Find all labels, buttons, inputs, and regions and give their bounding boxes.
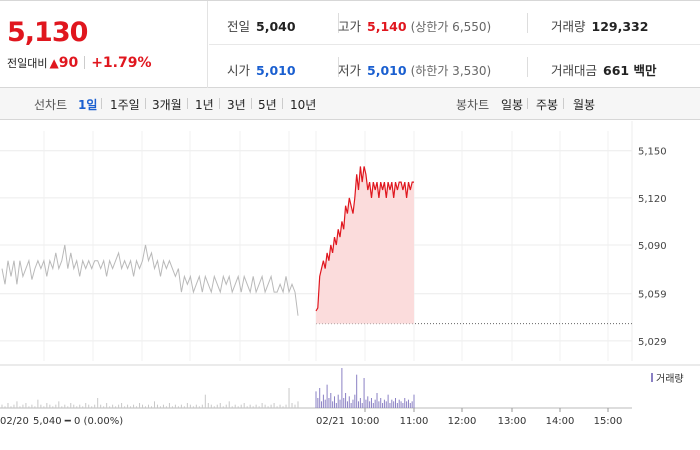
high-label: 고가 — [338, 19, 362, 34]
current-price: 5,130 — [7, 17, 88, 48]
open-item: 시가 5,010 — [227, 60, 296, 79]
low-item: 저가 5,010 (하한가 3,530) — [338, 60, 491, 79]
divider — [145, 98, 146, 109]
open-value: 5,010 — [256, 63, 296, 78]
volume-value: 129,332 — [591, 19, 649, 34]
trade-value-item: 거래대금 661 백만 — [551, 60, 656, 79]
divider — [527, 57, 528, 77]
divider — [563, 98, 564, 109]
up-triangle-icon: ▲ — [49, 56, 59, 70]
price-chart[interactable]: 5,150 5,120 5,090 5,059 5,029 거래량 02/20 5,040 ━… — [0, 121, 700, 450]
divider — [527, 13, 528, 33]
time-tick-label: 11:00 — [400, 416, 429, 427]
axis-labels: 5,150 5,120 5,090 5,059 5,029 거래량 02/20 5,040 ━… — [0, 147, 684, 427]
period-3m[interactable]: 3개월 — [152, 98, 182, 112]
divider — [187, 98, 188, 109]
divider — [84, 56, 86, 69]
change-percent: +1.79% — [91, 55, 152, 71]
period-10y[interactable]: 10년 — [290, 98, 317, 112]
volume-legend-swatch — [651, 373, 653, 382]
prev-close-item: 전일 5,040 — [227, 16, 296, 35]
low-label: 저가 — [338, 63, 362, 78]
price-box: 5,130 전일대비 ▲90 +1.79% — [0, 1, 208, 88]
time-tick-label: 14:00 — [546, 416, 575, 427]
prev-day-label: 02/20 — [0, 416, 29, 427]
today-label: 02/21 — [316, 416, 345, 427]
candle-chart-label: 봉차트 — [456, 98, 490, 112]
divider — [251, 98, 252, 109]
y-tick-label: 5,150 — [638, 147, 667, 158]
divider — [101, 98, 102, 109]
price-lines — [1, 166, 414, 316]
prev-day-summary: 5,040 ━ 0 (0.00%) — [33, 416, 123, 427]
period-1w[interactable]: 1주일 — [110, 98, 140, 112]
today-area — [316, 166, 414, 324]
high-value: 5,140 — [367, 19, 407, 34]
price-area — [316, 166, 414, 324]
prev-close-value: 5,040 — [256, 19, 296, 34]
y-tick-label: 5,090 — [638, 241, 667, 252]
trade-value-label: 거래대금 — [551, 63, 598, 78]
today-line — [315, 166, 414, 312]
period-bar: 선차트 1일 1주일 3개월 1년 3년 5년 10년 봉차트 일봉 주봉 월봉 — [0, 88, 700, 120]
divider — [338, 57, 339, 77]
volume-bars — [1, 368, 415, 408]
y-tick-label: 5,059 — [638, 290, 667, 301]
volume-item: 거래량 129,332 — [551, 16, 648, 35]
upper-limit: (상한가 6,550) — [410, 20, 492, 34]
low-value: 5,010 — [367, 63, 407, 78]
period-3y[interactable]: 3년 — [227, 98, 246, 112]
y-tick-label: 5,120 — [638, 194, 667, 205]
change-row: 전일대비 ▲90 +1.79% — [7, 55, 152, 71]
divider — [282, 98, 283, 109]
candle-weekly[interactable]: 주봉 — [536, 98, 559, 112]
change-label: 전일대비 — [7, 57, 48, 70]
time-tick-label: 12:00 — [448, 416, 477, 427]
time-tick-label: 15:00 — [594, 416, 623, 427]
period-1y[interactable]: 1년 — [195, 98, 214, 112]
candle-daily[interactable]: 일봉 — [501, 98, 524, 112]
quote-panel: 5,130 전일대비 ▲90 +1.79% 전일 5,040 고가 5,140 (상한가 … — [0, 0, 700, 88]
volume-legend-label: 거래량 — [656, 373, 684, 385]
prev-day-line — [1, 244, 299, 316]
change-amount: 90 — [58, 55, 79, 71]
prev-close-label: 전일 — [227, 19, 251, 34]
trade-value: 661 백만 — [603, 63, 657, 78]
divider — [527, 98, 528, 109]
time-tick-label: 13:00 — [498, 416, 527, 427]
period-1d[interactable]: 1일 — [78, 98, 98, 112]
period-5y[interactable]: 5년 — [258, 98, 277, 112]
divider — [209, 44, 700, 45]
volume-label: 거래량 — [551, 19, 586, 34]
divider — [338, 13, 339, 33]
open-label: 시가 — [227, 63, 251, 78]
candle-monthly[interactable]: 월봉 — [573, 98, 596, 112]
lower-limit: (하한가 3,530) — [410, 64, 492, 78]
high-item: 고가 5,140 (상한가 6,550) — [338, 16, 491, 35]
time-tick-label: 10:00 — [351, 416, 380, 427]
y-tick-label: 5,029 — [638, 337, 667, 348]
divider — [219, 98, 220, 109]
line-chart-label: 선차트 — [34, 98, 68, 112]
